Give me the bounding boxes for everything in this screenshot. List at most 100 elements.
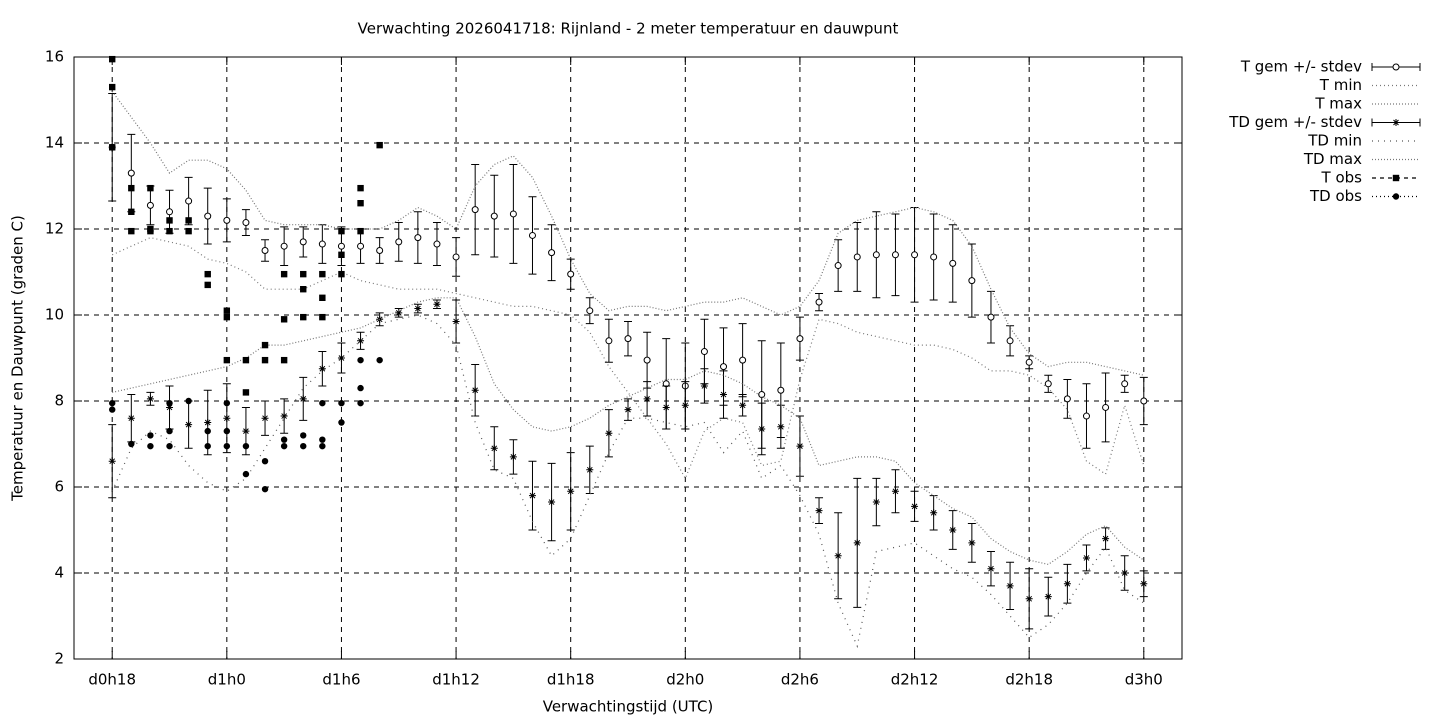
point bbox=[1063, 395, 1071, 403]
point bbox=[338, 419, 345, 426]
point bbox=[166, 227, 173, 235]
point bbox=[987, 565, 995, 573]
point bbox=[338, 399, 345, 407]
point bbox=[567, 270, 575, 278]
point bbox=[242, 219, 250, 227]
point bbox=[109, 144, 116, 151]
point bbox=[185, 217, 192, 224]
point bbox=[300, 313, 307, 321]
point bbox=[395, 238, 403, 246]
point bbox=[166, 208, 174, 216]
point bbox=[223, 307, 231, 314]
point bbox=[242, 389, 250, 396]
point bbox=[872, 251, 880, 259]
point bbox=[891, 487, 899, 495]
point bbox=[414, 234, 422, 242]
point bbox=[109, 399, 116, 407]
point bbox=[127, 414, 135, 422]
point bbox=[300, 432, 307, 439]
point bbox=[185, 397, 192, 405]
x-tick-label: d2h0 bbox=[666, 671, 704, 689]
legend-label: TD gem +/- stdev bbox=[1228, 113, 1362, 131]
y-tick-label: 2 bbox=[54, 650, 64, 668]
point bbox=[758, 425, 766, 433]
point bbox=[223, 399, 231, 407]
legend-label: T max bbox=[1314, 95, 1362, 113]
point bbox=[185, 421, 193, 429]
point bbox=[1006, 337, 1014, 345]
point bbox=[128, 184, 135, 192]
point bbox=[643, 395, 651, 403]
point bbox=[395, 309, 403, 317]
point bbox=[318, 365, 326, 373]
x-tick-label: d1h0 bbox=[208, 671, 246, 689]
point bbox=[223, 356, 231, 364]
point bbox=[452, 253, 460, 261]
x-tick-label: d1h6 bbox=[322, 671, 360, 689]
point bbox=[261, 414, 269, 422]
point bbox=[261, 247, 269, 254]
point bbox=[261, 458, 269, 465]
point bbox=[185, 197, 193, 205]
point bbox=[643, 356, 651, 364]
point bbox=[1082, 412, 1090, 420]
point bbox=[1121, 380, 1129, 388]
legend-marker bbox=[1392, 119, 1400, 126]
point bbox=[853, 253, 861, 261]
point bbox=[586, 307, 594, 315]
x-tick-label: d2h18 bbox=[1005, 671, 1053, 689]
x-tick-label: d1h12 bbox=[432, 671, 480, 689]
point bbox=[147, 184, 154, 192]
point bbox=[223, 427, 231, 435]
point bbox=[777, 423, 785, 431]
point bbox=[720, 391, 728, 399]
point bbox=[834, 262, 842, 270]
point bbox=[337, 242, 345, 250]
point bbox=[528, 492, 536, 500]
point bbox=[147, 442, 154, 450]
legend-label: TD obs bbox=[1309, 187, 1362, 205]
line bbox=[111, 314, 1145, 649]
point bbox=[1102, 535, 1110, 543]
line bbox=[112, 297, 1145, 566]
point bbox=[319, 442, 326, 450]
line bbox=[111, 236, 1145, 480]
point bbox=[376, 356, 383, 364]
y-tick-label: 10 bbox=[45, 306, 64, 324]
point bbox=[108, 457, 116, 465]
y-tick-label: 8 bbox=[54, 392, 64, 410]
point bbox=[204, 427, 211, 435]
point bbox=[280, 356, 288, 364]
point bbox=[261, 341, 269, 349]
legend-label: T gem +/- stdev bbox=[1240, 58, 1362, 76]
point bbox=[700, 348, 708, 356]
point bbox=[605, 429, 613, 437]
point bbox=[662, 403, 670, 411]
point bbox=[146, 395, 154, 403]
point bbox=[147, 432, 154, 439]
point bbox=[987, 313, 995, 321]
point bbox=[280, 436, 288, 443]
point bbox=[528, 231, 536, 239]
x-axis-label: Verwachtingstijd (UTC) bbox=[543, 698, 714, 716]
point bbox=[204, 281, 211, 289]
point bbox=[1082, 554, 1090, 562]
point bbox=[891, 251, 899, 259]
plot-frame bbox=[73, 56, 1183, 660]
point bbox=[337, 354, 345, 362]
point bbox=[280, 412, 288, 420]
y-tick-label: 4 bbox=[54, 564, 64, 582]
point bbox=[338, 270, 345, 278]
point bbox=[128, 440, 135, 448]
point bbox=[930, 253, 938, 261]
point bbox=[280, 270, 288, 278]
point bbox=[777, 386, 785, 394]
legend-marker bbox=[1392, 63, 1400, 71]
point bbox=[1102, 403, 1110, 411]
point bbox=[700, 382, 708, 390]
point bbox=[1044, 593, 1052, 601]
y-tick-label: 12 bbox=[45, 220, 64, 238]
point bbox=[739, 401, 747, 409]
point bbox=[433, 300, 441, 308]
